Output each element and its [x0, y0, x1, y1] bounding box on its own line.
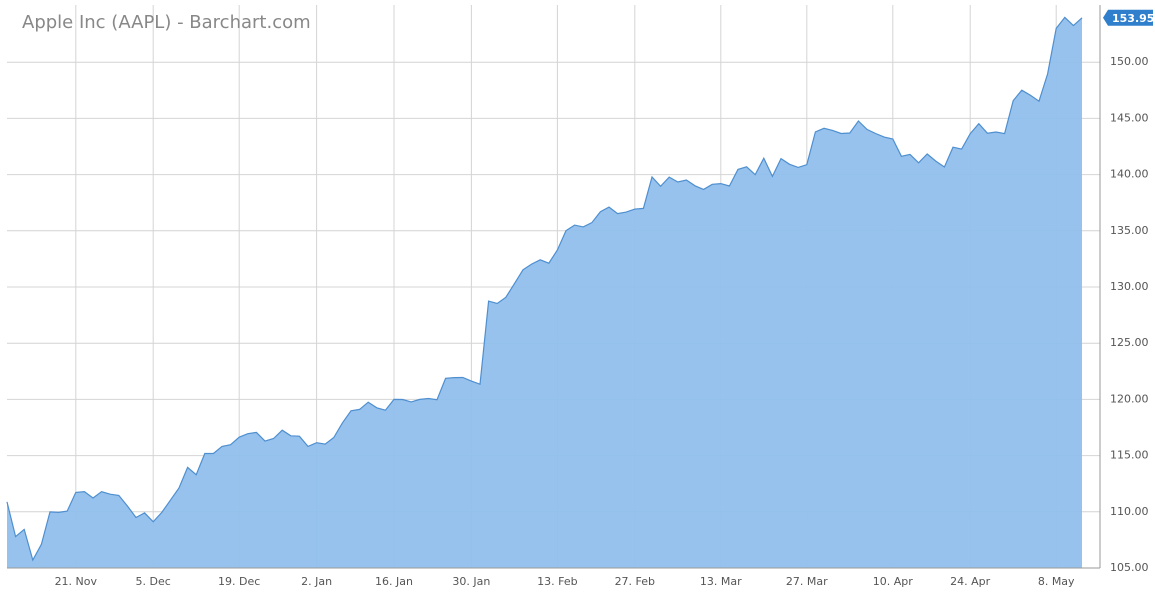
x-tick-label: 19. Dec — [218, 575, 260, 588]
y-tick-label: 135.00 — [1110, 224, 1149, 237]
y-tick-label: 120.00 — [1110, 392, 1149, 405]
y-tick-label: 130.00 — [1110, 280, 1149, 293]
y-tick-label: 110.00 — [1110, 505, 1149, 518]
last-value-label: 153.95 — [1112, 12, 1154, 25]
line — [6, 16, 1083, 562]
x-tick-label: 30. Jan — [452, 575, 490, 588]
x-tick-label: 27. Feb — [615, 575, 655, 588]
x-tick-label: 13. Feb — [537, 575, 577, 588]
x-tick-label: 2. Jan — [301, 575, 332, 588]
x-tick-label: 21. Nov — [55, 575, 98, 588]
y-tick-label: 125.00 — [1110, 336, 1149, 349]
last-value-badge — [1103, 9, 1153, 26]
x-tick-label: 27. Mar — [786, 575, 828, 588]
y-tick-label: 105.00 — [1110, 561, 1149, 574]
y-tick-label: 140.00 — [1110, 168, 1149, 181]
y-tick-label: 150.00 — [1110, 55, 1149, 68]
area — [7, 17, 1082, 568]
chart-title: Apple Inc (AAPL) - Barchart.com — [22, 12, 311, 33]
y-tick-label: 115.00 — [1110, 449, 1149, 462]
x-tick-label: 8. May — [1038, 575, 1075, 588]
x-tick-label: 16. Jan — [375, 575, 413, 588]
x-tick-label: 5. Dec — [136, 575, 171, 588]
y-tick-label: 145.00 — [1110, 111, 1149, 124]
x-tick-label: 24. Apr — [950, 575, 990, 588]
x-tick-label: 13. Mar — [700, 575, 742, 588]
x-tick-label: 10. Apr — [873, 575, 913, 588]
